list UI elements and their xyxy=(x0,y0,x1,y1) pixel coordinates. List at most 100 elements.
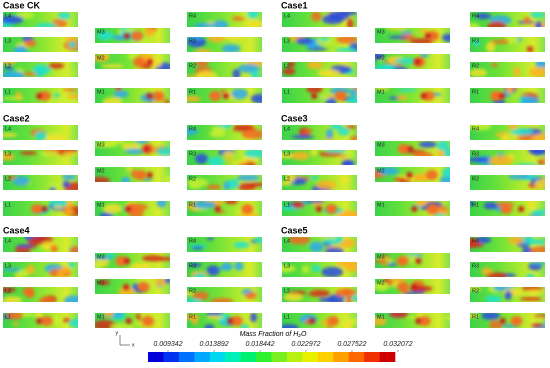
contour-field xyxy=(470,287,545,302)
contour-blobs xyxy=(193,12,262,27)
blob xyxy=(62,152,78,156)
contour-blobs xyxy=(375,54,430,69)
blob xyxy=(346,295,353,302)
contour-field xyxy=(282,201,357,216)
contour-blobs xyxy=(3,88,78,103)
blob xyxy=(64,37,78,41)
hotspot-core xyxy=(518,206,525,212)
blob xyxy=(17,269,30,277)
blob xyxy=(387,262,397,267)
contour-field xyxy=(375,201,450,216)
panel-label: L3 xyxy=(284,263,290,269)
contour-blobs xyxy=(282,150,355,165)
hotspot xyxy=(40,316,53,326)
blob xyxy=(3,96,24,100)
panel-label: L4 xyxy=(284,126,290,132)
contour-panel: R3 xyxy=(470,150,545,165)
blob xyxy=(102,97,123,103)
blob xyxy=(475,13,492,20)
blob xyxy=(204,324,215,328)
hotspot-core xyxy=(146,59,153,65)
contour-field xyxy=(375,54,450,69)
blob xyxy=(3,62,18,65)
blob xyxy=(135,141,150,144)
contour-field xyxy=(282,12,357,27)
blob xyxy=(49,187,56,190)
panel-label: L4 xyxy=(284,238,290,244)
blob xyxy=(470,313,480,319)
contour-panel: M1 xyxy=(95,88,170,103)
case-title: Case5 xyxy=(281,225,308,235)
hotspot xyxy=(230,316,243,326)
blob xyxy=(516,163,538,165)
blob xyxy=(192,291,209,301)
contour-blobs xyxy=(15,237,78,252)
hotspot xyxy=(396,256,409,266)
hotspot xyxy=(241,204,254,214)
blob xyxy=(53,205,63,209)
blob xyxy=(3,132,18,138)
blob xyxy=(230,161,249,165)
blob xyxy=(507,125,518,130)
blob xyxy=(375,54,385,61)
blob xyxy=(530,175,539,179)
contour-panel: R1 xyxy=(187,88,262,103)
blob xyxy=(481,313,500,320)
blob xyxy=(194,62,210,67)
contour-panel: L1 xyxy=(3,201,78,216)
blob xyxy=(121,176,131,182)
hotspot xyxy=(131,31,144,41)
blob xyxy=(311,264,321,273)
hotspot-core xyxy=(315,206,322,212)
blob xyxy=(141,255,164,262)
blob xyxy=(193,272,207,277)
contour-field xyxy=(187,313,262,328)
contour-blobs xyxy=(31,201,78,216)
blob xyxy=(489,320,503,328)
contour-panel: L4 xyxy=(282,125,357,140)
contour-blobs xyxy=(470,150,545,165)
contour-panel: M2 xyxy=(95,167,170,182)
contour-blobs xyxy=(102,88,170,103)
blob xyxy=(4,66,14,70)
contour-field xyxy=(375,279,450,294)
blob xyxy=(318,297,338,302)
blob xyxy=(341,159,354,165)
contour-field xyxy=(187,12,262,27)
contour-panel: L3 xyxy=(3,262,78,277)
panel-label: M3 xyxy=(97,254,105,260)
blob xyxy=(68,318,78,328)
blob xyxy=(534,314,545,318)
contour-panel: R3 xyxy=(470,37,545,52)
blob xyxy=(3,295,23,302)
contour-field xyxy=(470,175,545,190)
colorbar-tick-label: 0.013892 xyxy=(199,341,228,348)
blob xyxy=(486,272,508,277)
blob xyxy=(470,287,483,291)
colorbar-tick-label: 0.027522 xyxy=(337,341,366,348)
contour-field xyxy=(375,167,450,182)
contour-field xyxy=(187,37,262,52)
colorbar-swatch xyxy=(271,352,288,362)
contour-panel: M2 xyxy=(375,279,450,294)
contour-field xyxy=(375,253,450,268)
contour-panel: L2 xyxy=(3,62,78,77)
blob xyxy=(206,315,224,320)
contour-field xyxy=(282,150,357,165)
blob xyxy=(310,150,318,157)
blob xyxy=(336,262,357,268)
blob xyxy=(253,237,262,243)
colorbar-swatch xyxy=(194,352,211,362)
contour-field xyxy=(3,12,78,27)
contour-panel: M3 xyxy=(95,253,170,268)
hotspot xyxy=(326,316,339,326)
colorbar-tick-label: 0.018442 xyxy=(245,341,274,348)
blob xyxy=(486,41,496,52)
panel-label: R4 xyxy=(189,126,196,132)
hotspot xyxy=(500,204,513,214)
blob xyxy=(191,246,204,250)
contour-panel: L3 xyxy=(282,150,357,165)
hotspot-core xyxy=(309,318,316,324)
hotspot xyxy=(134,170,147,180)
blob xyxy=(312,201,324,208)
